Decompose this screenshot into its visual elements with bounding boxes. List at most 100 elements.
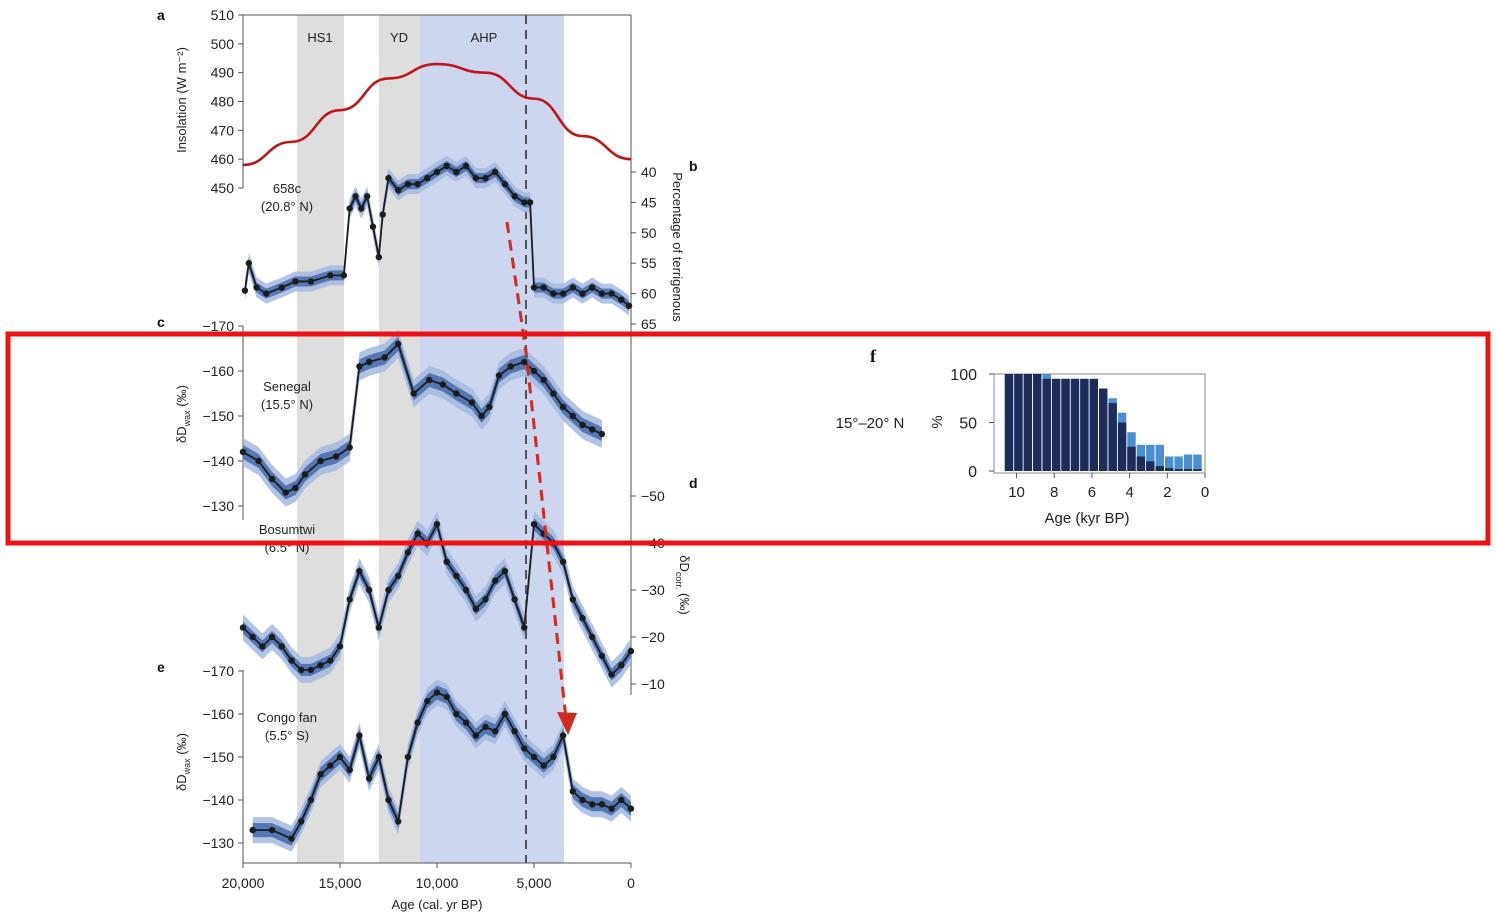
panel-d: −50−40−30−20−10 d δDcorr. (‰) Bosumtwi (… (239, 475, 698, 695)
bar-dark (1117, 422, 1127, 471)
data-point (589, 426, 596, 433)
data-point (346, 444, 353, 451)
panel-c: −170 −160 −150 −140 −130 c δDwax (‰) Senegal… (157, 314, 606, 520)
ytick-label: −130 (202, 835, 234, 851)
arrow-head (557, 712, 577, 735)
bar-light (1164, 456, 1174, 471)
bar-dark (1174, 469, 1183, 471)
data-point (462, 586, 470, 594)
data-point (336, 643, 344, 650)
ytick-label: 510 (211, 7, 235, 23)
ytick-label: 65 (641, 316, 657, 332)
bar-dark (1080, 378, 1089, 471)
data-point (625, 302, 633, 309)
data-point (443, 558, 450, 565)
data-point (511, 596, 518, 603)
data-point (263, 290, 270, 297)
bar-dark (1146, 461, 1155, 471)
data-point (569, 596, 576, 603)
data-point (379, 211, 386, 218)
data-point (365, 586, 373, 594)
data-point (352, 193, 359, 200)
panel-letter-e: e (157, 659, 165, 675)
data-point (404, 549, 412, 556)
site-e-name: Congo fan (257, 710, 317, 725)
data-point (356, 568, 363, 575)
arrow-dashed-path (505, 221, 569, 729)
data-point (618, 662, 625, 669)
ytick-label: 450 (211, 180, 235, 196)
ytick-label: −170 (202, 318, 234, 334)
data-point (385, 796, 392, 804)
data-point (317, 662, 324, 669)
data-point (550, 290, 557, 297)
main-xlabel: Age (cal. yr BP) (391, 897, 482, 912)
bar-dark (1108, 403, 1117, 471)
data-point (268, 826, 276, 834)
site-c-name: Senegal (263, 379, 311, 394)
data-point (540, 762, 547, 769)
data-point (346, 205, 353, 212)
panel-a: 510 500 490 480 470 460 450 a Insolation (W m⁻… (157, 7, 632, 690)
bar-dark (1023, 374, 1033, 471)
data-point (540, 376, 547, 384)
data-point (255, 457, 262, 465)
data-point (278, 284, 285, 291)
panel-d-ylabel-main: δD (677, 555, 692, 572)
data-point (249, 633, 256, 641)
bar-dark (1099, 388, 1108, 471)
data-point (521, 745, 528, 752)
hs1-band (297, 15, 344, 863)
f-xtick-label: 0 (1201, 484, 1209, 501)
data-point (627, 805, 635, 812)
data-point (492, 168, 499, 176)
uncertainty-band-inner (244, 160, 630, 311)
data-point (385, 586, 392, 594)
data-point (589, 633, 596, 641)
ytick-label: −170 (202, 663, 234, 679)
f-xlabel: Age (kyr BP) (1044, 510, 1129, 527)
data-point (579, 290, 586, 297)
data-point (292, 278, 299, 285)
data-point (540, 284, 547, 291)
data-point (507, 363, 514, 370)
f-ylabel: % (929, 415, 946, 428)
panel-a-ylabel: Insolation (W m⁻²) (174, 47, 189, 153)
data-point (327, 272, 334, 279)
data-point (486, 403, 493, 411)
data-point (404, 180, 412, 188)
data-point (268, 475, 276, 483)
data-point (550, 390, 557, 397)
panel-d-ylabel-sub: corr. (674, 572, 684, 590)
panel-c-ylabel-main: δD (174, 426, 189, 443)
data-point (395, 818, 402, 825)
data-point (282, 489, 289, 496)
panel-letter-d: d (689, 475, 698, 491)
data-point (598, 801, 606, 808)
ytick-label: 40 (641, 164, 657, 180)
data-point (598, 652, 606, 659)
data-point (414, 530, 421, 537)
ytick-label: −50 (641, 488, 665, 504)
data-point (363, 193, 371, 200)
data-point (462, 719, 470, 726)
data-point (579, 421, 586, 429)
ytick-label: 480 (211, 94, 235, 110)
panel-e-ylabel-sub: wax (182, 758, 192, 776)
data-point (369, 223, 377, 230)
ytick-label: 45 (641, 194, 657, 210)
panel-e-ylabel-unit: (‰) (174, 733, 189, 758)
data-point (478, 412, 485, 420)
data-point (253, 284, 260, 291)
data-point (307, 796, 315, 804)
panel-b-ylabel: Percentage of terrigenous (670, 172, 685, 322)
site-b-name: 658c (273, 181, 302, 196)
data-point (356, 363, 363, 370)
bar-dark (1033, 374, 1042, 471)
data-point (618, 296, 625, 303)
data-point (559, 403, 567, 411)
bar-dark (1183, 469, 1193, 471)
xtick-label: 20,000 (222, 875, 265, 891)
data-point (365, 775, 373, 782)
f-xtick-label: 10 (1008, 484, 1025, 501)
